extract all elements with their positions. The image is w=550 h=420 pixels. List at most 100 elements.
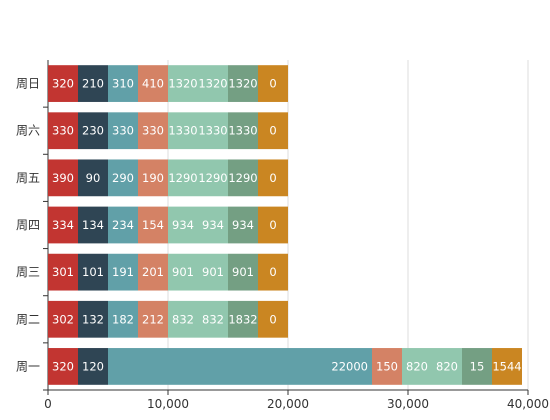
- bar-segment: [258, 112, 288, 150]
- bar-data-label: 390: [52, 171, 74, 185]
- bar-data-label: 190: [142, 171, 164, 185]
- bar-data-label: 320: [52, 77, 74, 91]
- bar-data-label: 290: [112, 171, 134, 185]
- bar-segment: [168, 300, 198, 338]
- bar-data-label: 90: [86, 171, 101, 185]
- bar-segment: [138, 206, 168, 244]
- bar-data-label: 901: [172, 265, 194, 279]
- bar-data-label: 134: [82, 218, 104, 232]
- bar-segment: [78, 159, 108, 197]
- bar-data-label: 0: [269, 312, 276, 326]
- bar-data-label: 212: [142, 312, 164, 326]
- bar-segment: [168, 206, 198, 244]
- bar-segment: [228, 206, 258, 244]
- bar-segment: [258, 300, 288, 338]
- bar-data-label: 0: [269, 124, 276, 138]
- bar-segment: [78, 112, 108, 150]
- bar-segment: [492, 348, 522, 385]
- bar-data-label: 334: [52, 218, 74, 232]
- bar-data-label: 22000: [331, 359, 368, 373]
- bar-segment: [78, 206, 108, 244]
- bar-segment: [108, 65, 138, 102]
- bar-data-label: 201: [142, 265, 164, 279]
- bar-data-label: 301: [52, 265, 74, 279]
- bar-data-label: 0: [269, 171, 276, 185]
- bar-segment: [138, 112, 168, 150]
- bar-segment: [108, 206, 138, 244]
- y-tick-label: 周四: [16, 218, 40, 232]
- y-tick-label: 周五: [16, 171, 40, 185]
- bar-segment: [48, 253, 78, 291]
- bar-segment: [78, 300, 108, 338]
- bar-data-label: 820: [436, 359, 458, 373]
- bar-segment: [48, 300, 78, 338]
- bar-segment: [462, 348, 492, 385]
- bar-segment: [432, 348, 462, 385]
- bar-segment: [138, 253, 168, 291]
- bar-data-label: 120: [82, 359, 104, 373]
- bar-data-label: 0: [269, 218, 276, 232]
- bar-data-label: 101: [82, 265, 104, 279]
- y-tick-label: 周二: [16, 312, 40, 326]
- bar-data-label: 0: [269, 265, 276, 279]
- x-tick-label: 40,000: [507, 397, 549, 411]
- x-tick-label: 30,000: [387, 397, 429, 411]
- bar-data-label: 330: [52, 124, 74, 138]
- bar-segment: [228, 65, 258, 102]
- bar-data-label: 901: [202, 265, 224, 279]
- bar-segment: [228, 300, 258, 338]
- bar-data-label: 1290: [228, 171, 257, 185]
- bar-segment: [48, 348, 78, 385]
- bar-data-label: 1320: [168, 77, 197, 91]
- bar-data-label: 330: [142, 124, 164, 138]
- bar-data-label: 230: [82, 124, 104, 138]
- bar-data-label: 934: [232, 218, 254, 232]
- bar-segment: [108, 348, 372, 385]
- x-tick-label: 0: [44, 397, 52, 411]
- bar-segment: [228, 253, 258, 291]
- bar-data-label: 1290: [168, 171, 197, 185]
- bar-segment: [108, 112, 138, 150]
- bar-data-label: 1330: [198, 124, 227, 138]
- y-tick-label: 周三: [16, 265, 40, 279]
- bar-data-label: 154: [142, 218, 164, 232]
- bar-data-label: 1320: [228, 77, 257, 91]
- bar-segment: [48, 206, 78, 244]
- bar-data-label: 15: [470, 359, 485, 373]
- bar-data-label: 1544: [492, 359, 521, 373]
- bar-segment: [138, 65, 168, 102]
- bar-segment: [78, 348, 108, 385]
- bar-segment: [48, 65, 78, 102]
- bar-data-label: 1330: [168, 124, 197, 138]
- y-tick-label: 周日: [16, 77, 40, 91]
- bar-data-label: 210: [82, 77, 104, 91]
- bar-segment: [228, 112, 258, 150]
- bar-data-label: 310: [112, 77, 134, 91]
- bar-segment: [168, 112, 198, 150]
- x-tick-label: 10,000: [147, 397, 189, 411]
- bar-segment: [48, 112, 78, 150]
- bar-data-label: 1290: [198, 171, 227, 185]
- bar-segment: [198, 65, 228, 102]
- bar-data-label: 330: [112, 124, 134, 138]
- bar-segment: [258, 253, 288, 291]
- bar-segment: [228, 159, 258, 197]
- bar-data-label: 1832: [228, 312, 257, 326]
- bar-data-label: 1320: [198, 77, 227, 91]
- bar-segment: [138, 159, 168, 197]
- bar-data-label: 191: [112, 265, 134, 279]
- bar-segment: [168, 253, 198, 291]
- bar-data-label: 234: [112, 218, 134, 232]
- bar-data-label: 320: [52, 359, 74, 373]
- bar-segment: [198, 300, 228, 338]
- bar-segment: [108, 159, 138, 197]
- bar-segment: [168, 159, 198, 197]
- y-tick-label: 周六: [16, 124, 40, 138]
- bar-data-label: 302: [52, 312, 74, 326]
- bar-segment: [168, 65, 198, 102]
- bar-data-label: 182: [112, 312, 134, 326]
- bar-segment: [198, 253, 228, 291]
- bar-segment: [48, 159, 78, 197]
